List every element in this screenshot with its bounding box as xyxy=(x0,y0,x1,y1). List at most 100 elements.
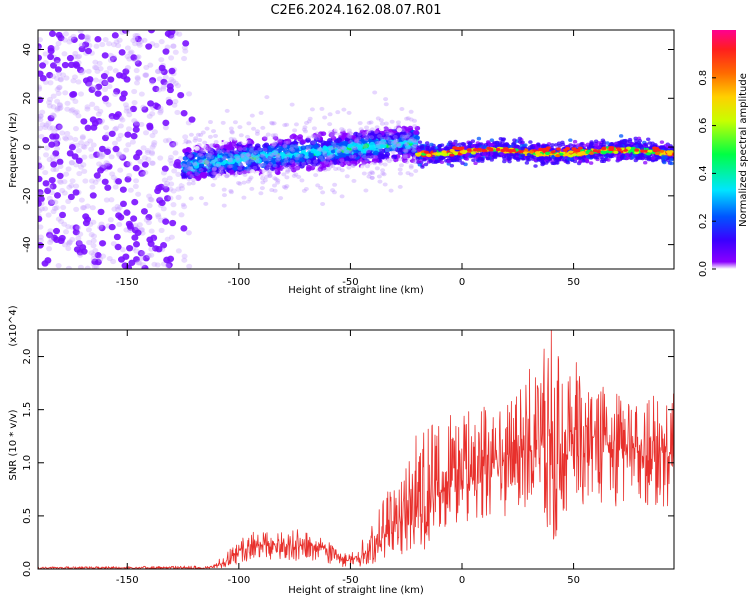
spectrogram-blob xyxy=(248,175,254,180)
spectrogram-blob xyxy=(351,178,357,183)
spectrogram-blob xyxy=(39,62,47,69)
spectrogram-blob xyxy=(412,124,418,129)
colorbar-tick-label: 0.2 xyxy=(698,213,709,229)
spectrogram-blob xyxy=(75,113,82,119)
spectrogram-blob xyxy=(667,152,673,156)
spectrogram-blob xyxy=(84,79,92,87)
spectrogram-blob xyxy=(376,174,382,179)
snr-x-tick-label: -150 xyxy=(116,575,139,586)
spectrogram-blob xyxy=(46,195,53,201)
spectrogram-blob xyxy=(428,159,433,163)
spectrogram-blob xyxy=(156,87,163,93)
spectrogram-hotspot xyxy=(495,147,501,152)
spectrogram-blob xyxy=(207,163,214,169)
spectrogram-blob xyxy=(411,148,417,153)
spectrogram-blob xyxy=(58,218,65,224)
spectrogram-blob xyxy=(205,145,212,151)
spectrogram-blob xyxy=(260,169,266,174)
spectrogram-blob xyxy=(196,142,202,147)
spectrogram-blob xyxy=(128,49,135,55)
spectrogram-blob xyxy=(531,145,536,150)
spectrogram-blob xyxy=(53,192,61,199)
spectrogram-blob xyxy=(42,180,50,187)
spectrogram-blob xyxy=(75,148,82,154)
spectrogram-hotspot xyxy=(502,147,508,151)
spectrogram-blob xyxy=(579,152,585,156)
spectrogram-blob xyxy=(550,143,555,147)
spectrogram-blob xyxy=(170,188,177,194)
spectrogram-blob xyxy=(96,151,103,158)
spectrogram-blob xyxy=(170,43,177,49)
spectrogram-blob xyxy=(165,137,172,143)
spectrogram-blob xyxy=(49,125,56,131)
spectrogram-blob xyxy=(211,171,217,176)
spectrogram-hotspot xyxy=(577,146,583,150)
spectrogram-blob xyxy=(215,157,221,162)
spectrogram-blob xyxy=(140,104,147,110)
spectrogram-blob xyxy=(417,162,423,167)
spectrogram-blob xyxy=(232,120,238,125)
spectrogram-blob xyxy=(78,197,85,203)
spectrogram-blob xyxy=(322,150,328,155)
spectrogram-blob xyxy=(571,153,578,157)
spectrogram-blob xyxy=(154,262,161,268)
spectrogram-blob xyxy=(376,134,382,139)
spectrogram-blob xyxy=(344,160,350,165)
spectrogram-blob xyxy=(285,151,291,156)
spectrogram-blob xyxy=(141,155,148,161)
spectrogram-blob xyxy=(241,169,248,175)
spectrogram-blob xyxy=(69,107,76,113)
spectrogram-blob xyxy=(235,157,241,162)
spectrogram-blob xyxy=(108,130,116,137)
spectrogram-blob xyxy=(392,134,398,139)
snr-y-tick-label: 2.0 xyxy=(22,349,33,365)
spectrogram-blob xyxy=(106,255,113,262)
spectrogram-blob xyxy=(613,153,619,158)
spectrogram-blob xyxy=(88,146,95,152)
spectrogram-blob xyxy=(76,170,83,177)
spectrogram-blob xyxy=(199,153,205,158)
spectrogram-blob xyxy=(609,142,614,146)
spectrogram-blob xyxy=(127,187,134,193)
spectrogram-blob xyxy=(38,133,45,140)
spectrogram-blob xyxy=(124,53,131,60)
spectrogram-blob xyxy=(56,85,63,91)
spectrogram-blob xyxy=(69,178,76,184)
spectrogram-blob xyxy=(346,161,353,167)
spectrogram-blob xyxy=(38,86,43,92)
spectrogram-blob xyxy=(154,103,162,110)
spectrogram-blob xyxy=(47,47,55,55)
spectrogram-blob xyxy=(78,140,85,146)
spectrogram-blob xyxy=(264,168,270,173)
spectrogram-blob xyxy=(209,142,215,147)
spectrogram-blob xyxy=(290,173,296,179)
spectrogram-blob xyxy=(92,179,99,185)
spectrogram-blob xyxy=(397,167,403,172)
spectrogram-blob xyxy=(112,145,120,153)
spectrogram-blob xyxy=(300,145,307,151)
spectrogram-blob xyxy=(49,112,56,118)
spectrogram-blob xyxy=(372,122,379,127)
spectrogram-blob xyxy=(201,171,208,177)
spectrogram-blob xyxy=(131,99,138,106)
spectrogram-blob xyxy=(76,240,83,246)
spectrogram-blob xyxy=(339,158,345,163)
spectrogram-blob xyxy=(74,54,81,60)
spectrogram-blob xyxy=(147,30,155,34)
spectrogram-blob xyxy=(49,199,56,205)
spectrogram-blob xyxy=(415,153,421,157)
spectrogram-blob xyxy=(171,102,178,108)
spectrogram-blob xyxy=(385,132,391,137)
spectrogram-blob xyxy=(168,30,176,35)
spectrogram-blob xyxy=(68,182,75,189)
spectrogram-blob xyxy=(187,154,193,159)
spectrogram-blob xyxy=(164,236,171,242)
spectrogram-blob xyxy=(188,132,194,137)
spectrogram-blob xyxy=(273,133,279,138)
spectrogram-blob xyxy=(119,186,127,193)
spectrogram-blob xyxy=(64,130,71,137)
spectrogram-blob xyxy=(67,193,75,201)
spectrogram-blob xyxy=(107,76,115,83)
spectrogram-blob xyxy=(588,144,594,149)
spectrogram-blob xyxy=(160,242,168,249)
